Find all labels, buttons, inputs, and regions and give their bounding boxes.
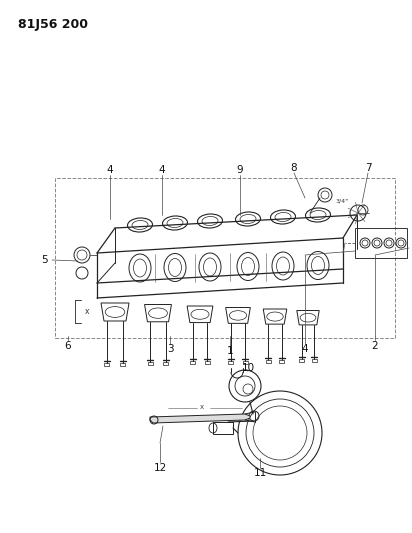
Bar [148, 362, 153, 365]
Text: 8: 8 [291, 163, 297, 173]
Text: 5: 5 [42, 255, 48, 265]
Text: 12: 12 [153, 463, 166, 473]
Polygon shape [150, 414, 250, 423]
Text: x: x [85, 307, 89, 316]
Text: 9: 9 [236, 165, 243, 175]
Text: 3/4": 3/4" [335, 198, 349, 204]
Bar [279, 360, 284, 363]
Text: 81J56 200: 81J56 200 [18, 18, 88, 31]
Bar [190, 361, 195, 365]
Bar [163, 362, 168, 365]
Bar [55, 178, 395, 338]
Text: 4: 4 [107, 165, 113, 175]
Text: 4: 4 [302, 344, 308, 354]
Text: 2: 2 [372, 341, 378, 351]
Text: 4: 4 [159, 165, 165, 175]
Text: 7: 7 [365, 163, 371, 173]
Bar [243, 360, 248, 364]
Bar [266, 360, 271, 363]
Bar [312, 359, 317, 362]
Bar [299, 359, 304, 362]
Bar [205, 361, 210, 365]
Text: 10: 10 [241, 363, 255, 373]
Text: x: x [200, 404, 204, 410]
Bar [355, 228, 407, 258]
Text: 3: 3 [167, 344, 173, 354]
Bar [105, 363, 110, 366]
Bar [213, 422, 233, 434]
Bar [229, 360, 234, 364]
Bar [120, 363, 126, 366]
Text: 6: 6 [65, 341, 71, 351]
Text: 11: 11 [253, 468, 267, 478]
Text: 1: 1 [227, 346, 233, 356]
